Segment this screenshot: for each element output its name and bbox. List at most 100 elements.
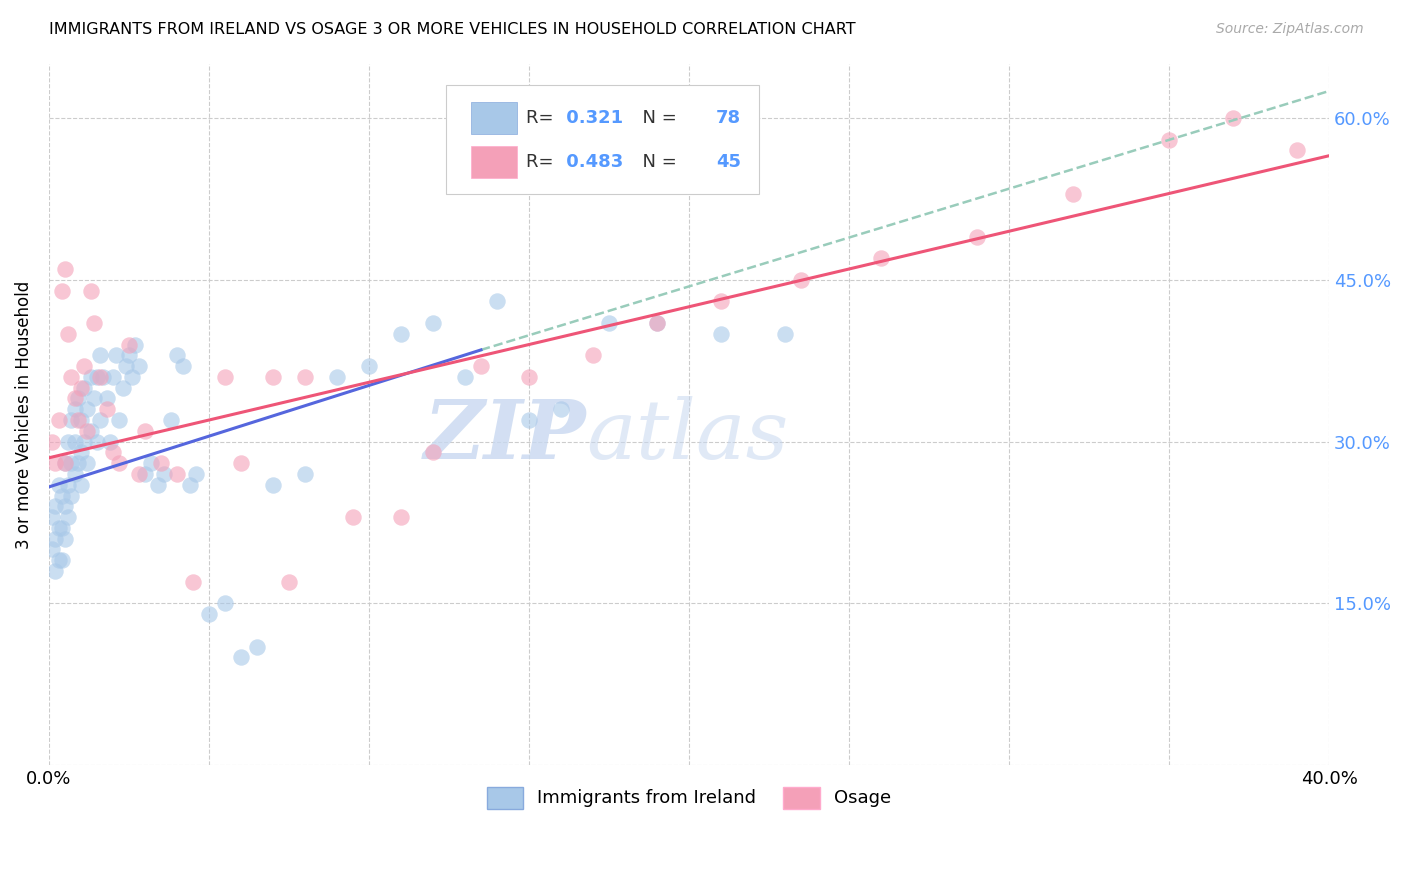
Text: N =: N = bbox=[631, 153, 683, 171]
Point bbox=[56, 434, 79, 449]
Text: 78: 78 bbox=[716, 109, 741, 127]
Point bbox=[66, 392, 89, 406]
Point bbox=[66, 413, 89, 427]
Point bbox=[118, 337, 141, 351]
Text: R=: R= bbox=[526, 109, 560, 127]
Point bbox=[550, 402, 572, 417]
Point bbox=[773, 326, 796, 341]
Point bbox=[1222, 111, 1244, 125]
Point bbox=[73, 381, 96, 395]
Point bbox=[181, 574, 204, 589]
Point bbox=[86, 370, 108, 384]
Point bbox=[53, 456, 76, 470]
Point bbox=[1157, 132, 1180, 146]
Point bbox=[41, 434, 63, 449]
Point bbox=[105, 348, 128, 362]
Point bbox=[134, 467, 156, 481]
Point bbox=[76, 424, 98, 438]
Point bbox=[108, 456, 131, 470]
Point bbox=[56, 477, 79, 491]
Point bbox=[179, 477, 201, 491]
Point bbox=[645, 316, 668, 330]
Point bbox=[48, 413, 70, 427]
Point bbox=[63, 434, 86, 449]
Point bbox=[710, 294, 733, 309]
Text: ZIP: ZIP bbox=[425, 396, 586, 475]
Point bbox=[517, 413, 540, 427]
Point bbox=[294, 370, 316, 384]
Point bbox=[790, 273, 813, 287]
Point bbox=[56, 326, 79, 341]
Point bbox=[294, 467, 316, 481]
Point bbox=[53, 262, 76, 277]
Point bbox=[229, 650, 252, 665]
Point bbox=[101, 370, 124, 384]
Point bbox=[79, 284, 101, 298]
Point bbox=[73, 359, 96, 373]
Point bbox=[56, 510, 79, 524]
Point bbox=[166, 467, 188, 481]
Point bbox=[118, 348, 141, 362]
Text: 0.483: 0.483 bbox=[560, 153, 623, 171]
Point bbox=[214, 370, 236, 384]
Point bbox=[870, 251, 893, 265]
Point bbox=[48, 553, 70, 567]
Point bbox=[422, 445, 444, 459]
Point bbox=[60, 456, 83, 470]
Point bbox=[70, 381, 93, 395]
Point bbox=[389, 326, 412, 341]
FancyBboxPatch shape bbox=[471, 102, 517, 134]
Point bbox=[83, 316, 105, 330]
Point bbox=[41, 542, 63, 557]
Text: N =: N = bbox=[631, 109, 683, 127]
Point bbox=[53, 532, 76, 546]
Point bbox=[60, 413, 83, 427]
Point bbox=[86, 434, 108, 449]
Point bbox=[186, 467, 208, 481]
Point bbox=[710, 326, 733, 341]
Point bbox=[342, 510, 364, 524]
Point bbox=[582, 348, 605, 362]
Point bbox=[66, 456, 89, 470]
Point bbox=[246, 640, 269, 654]
Point bbox=[63, 402, 86, 417]
Point bbox=[98, 434, 121, 449]
Point bbox=[454, 370, 477, 384]
Point bbox=[111, 381, 134, 395]
Point bbox=[645, 316, 668, 330]
Point bbox=[51, 489, 73, 503]
Point bbox=[422, 316, 444, 330]
Point bbox=[44, 500, 66, 514]
Point bbox=[517, 370, 540, 384]
FancyBboxPatch shape bbox=[471, 146, 517, 178]
Point bbox=[124, 337, 146, 351]
Point bbox=[70, 445, 93, 459]
Point bbox=[101, 445, 124, 459]
Text: R=: R= bbox=[526, 153, 560, 171]
Point bbox=[262, 370, 284, 384]
Point bbox=[326, 370, 349, 384]
Point bbox=[60, 489, 83, 503]
Point bbox=[44, 564, 66, 578]
Point bbox=[96, 402, 118, 417]
Point bbox=[485, 294, 508, 309]
Point bbox=[128, 467, 150, 481]
Point bbox=[172, 359, 194, 373]
Y-axis label: 3 or more Vehicles in Household: 3 or more Vehicles in Household bbox=[15, 280, 32, 549]
Point bbox=[51, 521, 73, 535]
Point bbox=[53, 456, 76, 470]
Point bbox=[60, 370, 83, 384]
Point bbox=[966, 229, 988, 244]
FancyBboxPatch shape bbox=[446, 85, 759, 194]
Point bbox=[114, 359, 136, 373]
Point bbox=[89, 348, 111, 362]
Point bbox=[166, 348, 188, 362]
Point bbox=[89, 370, 111, 384]
Point bbox=[357, 359, 380, 373]
Point bbox=[153, 467, 176, 481]
Point bbox=[121, 370, 143, 384]
Point bbox=[79, 370, 101, 384]
Point bbox=[1285, 144, 1308, 158]
Point bbox=[63, 392, 86, 406]
Point bbox=[70, 477, 93, 491]
